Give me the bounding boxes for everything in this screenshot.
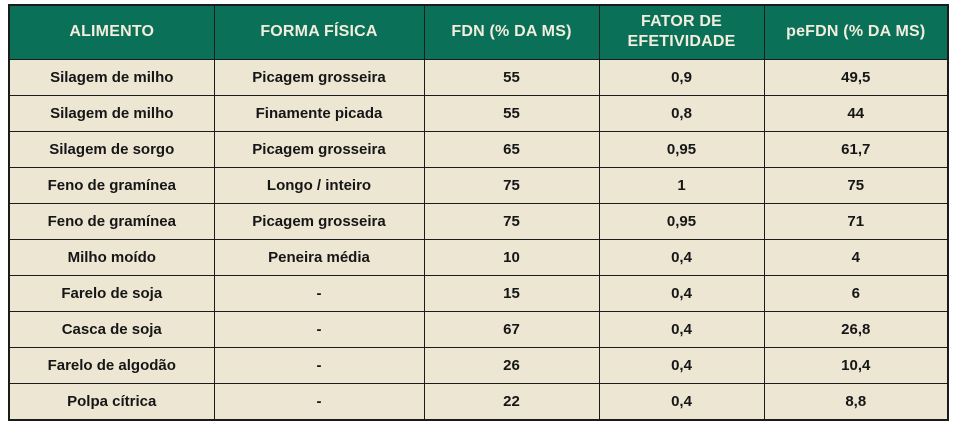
cell-forma-fisica: -	[213, 311, 425, 349]
table-row: Feno de gramínea Picagem grosseira 75 0,…	[8, 202, 949, 240]
cell-alimento: Polpa cítrica	[8, 383, 215, 421]
cell-alimento: Silagem de sorgo	[8, 130, 215, 168]
cell-pefdn: 4	[763, 238, 949, 277]
cell-pefdn: 61,7	[763, 130, 949, 168]
cell-pefdn: 49,5	[763, 58, 949, 96]
column-header-forma-fisica: FORMA FÍSICA	[213, 4, 425, 60]
cell-pefdn: 8,8	[763, 383, 949, 421]
cell-pefdn: 6	[763, 275, 949, 313]
cell-fator: 0,4	[598, 311, 765, 349]
cell-fdn: 65	[423, 130, 600, 168]
cell-forma-fisica: -	[213, 347, 425, 385]
column-header-pefdn: peFDN (% DA MS)	[763, 4, 949, 60]
cell-forma-fisica: Picagem grosseira	[213, 58, 425, 96]
cell-fdn: 15	[423, 275, 600, 313]
cell-forma-fisica: Peneira média	[213, 238, 425, 277]
cell-alimento: Milho moído	[8, 238, 215, 277]
cell-forma-fisica: Picagem grosseira	[213, 202, 425, 240]
cell-fator: 0,9	[598, 58, 765, 96]
table-row: Feno de gramínea Longo / inteiro 75 1 75	[8, 166, 949, 204]
header-row: ALIMENTO FORMA FÍSICA FDN (% DA MS) FATO…	[8, 4, 949, 60]
cell-forma-fisica: Longo / inteiro	[213, 166, 425, 204]
cell-pefdn: 26,8	[763, 311, 949, 349]
cell-fator: 0,4	[598, 383, 765, 421]
cell-fator: 1	[598, 166, 765, 204]
cell-fator: 0,8	[598, 94, 765, 132]
cell-fdn: 22	[423, 383, 600, 421]
table-row: Silagem de milho Finamente picada 55 0,8…	[8, 94, 949, 132]
cell-fdn: 75	[423, 202, 600, 240]
cell-fdn: 67	[423, 311, 600, 349]
table-row: Casca de soja - 67 0,4 26,8	[8, 311, 949, 349]
cell-fator: 0,4	[598, 347, 765, 385]
cell-forma-fisica: Finamente picada	[213, 94, 425, 132]
cell-alimento: Silagem de milho	[8, 58, 215, 96]
table-row: Silagem de sorgo Picagem grosseira 65 0,…	[8, 130, 949, 168]
cell-alimento: Casca de soja	[8, 311, 215, 349]
cell-fator: 0,4	[598, 275, 765, 313]
cell-fdn: 26	[423, 347, 600, 385]
cell-pefdn: 44	[763, 94, 949, 132]
cell-fator: 0,95	[598, 202, 765, 240]
cell-forma-fisica: -	[213, 275, 425, 313]
cell-pefdn: 10,4	[763, 347, 949, 385]
cell-fdn: 10	[423, 238, 600, 277]
cell-alimento: Farelo de algodão	[8, 347, 215, 385]
column-header-fdn: FDN (% DA MS)	[423, 4, 600, 60]
table-row: Milho moído Peneira média 10 0,4 4	[8, 238, 949, 277]
cell-fdn: 55	[423, 58, 600, 96]
column-header-alimento: ALIMENTO	[8, 4, 215, 60]
table-row: Silagem de milho Picagem grosseira 55 0,…	[8, 58, 949, 96]
feed-effectiveness-table: ALIMENTO FORMA FÍSICA FDN (% DA MS) FATO…	[8, 4, 949, 421]
cell-forma-fisica: -	[213, 383, 425, 421]
cell-pefdn: 71	[763, 202, 949, 240]
cell-fdn: 75	[423, 166, 600, 204]
cell-alimento: Feno de gramínea	[8, 202, 215, 240]
cell-alimento: Farelo de soja	[8, 275, 215, 313]
table-row: Polpa cítrica - 22 0,4 8,8	[8, 383, 949, 421]
column-header-fator-efetividade: FATOR DE EFETIVIDADE	[598, 4, 765, 60]
table-row: Farelo de soja - 15 0,4 6	[8, 275, 949, 313]
cell-fdn: 55	[423, 94, 600, 132]
cell-alimento: Silagem de milho	[8, 94, 215, 132]
table-row: Farelo de algodão - 26 0,4 10,4	[8, 347, 949, 385]
cell-forma-fisica: Picagem grosseira	[213, 130, 425, 168]
cell-alimento: Feno de gramínea	[8, 166, 215, 204]
cell-fator: 0,4	[598, 238, 765, 277]
cell-pefdn: 75	[763, 166, 949, 204]
cell-fator: 0,95	[598, 130, 765, 168]
